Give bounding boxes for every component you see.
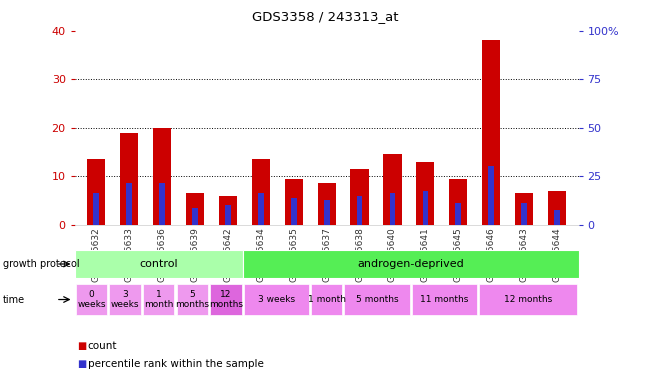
Text: 12
months: 12 months <box>209 290 243 309</box>
Bar <box>143 284 174 315</box>
Text: GDS3358 / 243313_at: GDS3358 / 243313_at <box>252 10 398 23</box>
Text: 11 months: 11 months <box>420 295 469 304</box>
Text: percentile rank within the sample: percentile rank within the sample <box>88 359 264 369</box>
Bar <box>482 40 500 225</box>
Bar <box>357 195 363 225</box>
Bar <box>159 184 165 225</box>
Bar <box>87 159 105 225</box>
Bar <box>389 193 395 225</box>
Bar <box>521 203 527 225</box>
Bar <box>258 193 264 225</box>
Bar <box>291 198 296 225</box>
Text: count: count <box>88 341 117 351</box>
Bar <box>515 193 533 225</box>
Bar <box>109 284 141 315</box>
Text: ■: ■ <box>77 359 86 369</box>
Bar <box>93 193 99 225</box>
Bar <box>422 191 428 225</box>
Text: time: time <box>3 295 25 305</box>
Bar <box>417 162 434 225</box>
Bar <box>456 203 462 225</box>
Bar <box>242 250 578 278</box>
Bar <box>76 284 107 315</box>
Bar <box>324 200 330 225</box>
Bar <box>192 208 198 225</box>
Bar <box>411 284 476 315</box>
Bar <box>344 284 410 315</box>
Text: 3
weeks: 3 weeks <box>111 290 139 309</box>
Text: 12 months: 12 months <box>504 295 552 304</box>
Text: 3 weeks: 3 weeks <box>257 295 295 304</box>
Bar <box>186 193 204 225</box>
Text: control: control <box>139 259 178 269</box>
Text: androgen-deprived: androgen-deprived <box>358 259 464 269</box>
Text: 1
month: 1 month <box>144 290 174 309</box>
Bar <box>210 284 242 315</box>
Bar <box>449 179 467 225</box>
Text: growth protocol: growth protocol <box>3 259 80 269</box>
Bar <box>252 159 270 225</box>
Text: 5 months: 5 months <box>356 295 398 304</box>
Bar <box>479 284 577 315</box>
Bar <box>384 154 402 225</box>
Text: 5
months: 5 months <box>176 290 209 309</box>
Bar <box>153 128 171 225</box>
Bar <box>126 184 132 225</box>
Text: 1 month: 1 month <box>307 295 346 304</box>
Bar <box>120 132 138 225</box>
Bar <box>225 205 231 225</box>
Bar <box>554 210 560 225</box>
Bar <box>244 284 309 315</box>
Bar <box>75 250 242 278</box>
Text: 0
weeks: 0 weeks <box>77 290 106 309</box>
Bar <box>488 167 494 225</box>
Bar <box>177 284 208 315</box>
Bar <box>219 195 237 225</box>
Bar <box>350 169 369 225</box>
Bar <box>311 284 343 315</box>
Bar <box>285 179 303 225</box>
Bar <box>318 184 335 225</box>
Text: ■: ■ <box>77 341 86 351</box>
Bar <box>548 191 566 225</box>
